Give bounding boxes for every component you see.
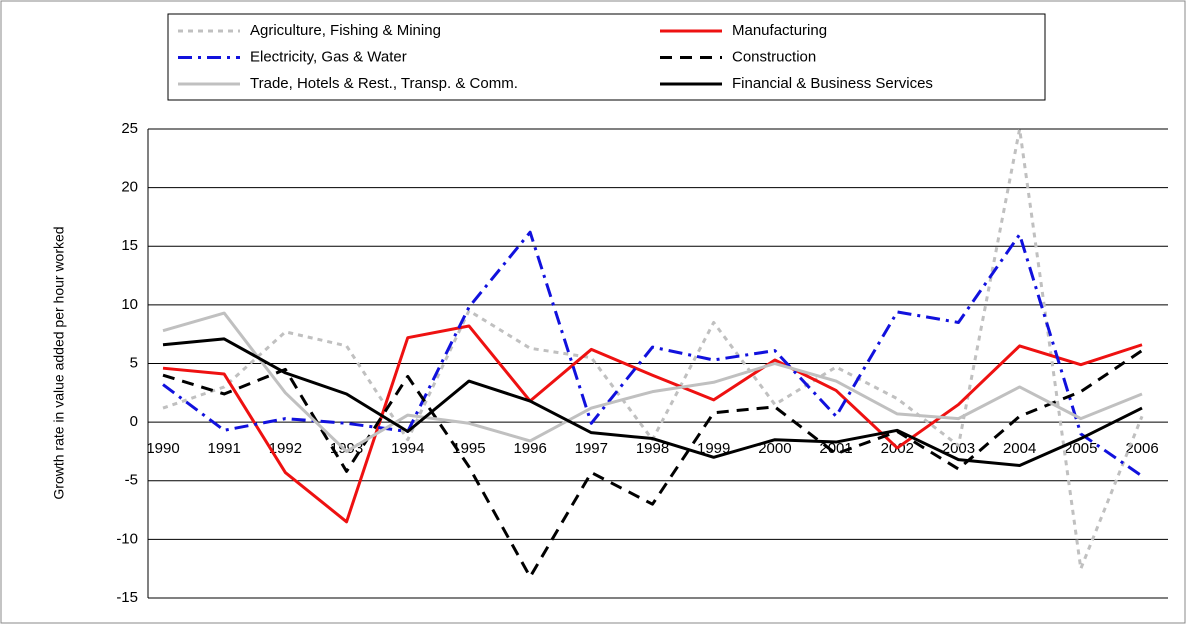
x-tick-label: 1991 [208, 440, 241, 457]
legend-label: Construction [732, 48, 816, 65]
y-tick-label: 0 [130, 413, 138, 430]
y-tick-label: 10 [121, 296, 138, 313]
x-tick-label: 2004 [1003, 440, 1036, 457]
y-tick-label: 15 [121, 237, 138, 254]
x-tick-label: 1990 [146, 440, 179, 457]
x-tick-label: 1998 [636, 440, 669, 457]
x-tick-label: 1992 [269, 440, 302, 457]
series-line [162, 311, 1143, 453]
x-tick-label: 1997 [575, 440, 608, 457]
x-tick-label: 1999 [697, 440, 730, 457]
y-tick-label: 5 [130, 354, 138, 371]
y-tick-label: 20 [121, 179, 138, 196]
series-line [162, 337, 1143, 468]
x-tick-label: 2000 [758, 440, 791, 457]
legend-label: Electricity, Gas & Water [250, 48, 407, 65]
x-tick-label: 1994 [391, 440, 424, 457]
x-tick-label: 2006 [1125, 440, 1158, 457]
series-line [162, 349, 1143, 579]
series-line [162, 324, 1143, 524]
legend-label: Financial & Business Services [732, 75, 933, 92]
legend-label: Trade, Hotels & Rest., Transp. & Comm. [250, 75, 518, 92]
x-tick-label: 2001 [819, 440, 852, 457]
legend-label: Agriculture, Fishing & Mining [250, 22, 441, 39]
x-tick-label: 1996 [513, 440, 546, 457]
x-tick-label: 2005 [1064, 440, 1097, 457]
x-tick-label: 1995 [452, 440, 485, 457]
legend-label: Manufacturing [732, 22, 827, 39]
y-tick-label: -15 [116, 589, 138, 606]
legend-box [167, 13, 1046, 101]
y-tick-label: 25 [121, 120, 138, 137]
x-tick-label: 2003 [942, 440, 975, 457]
y-tick-label: -10 [116, 530, 138, 547]
y-tick-label: -5 [125, 472, 138, 489]
series-line [162, 230, 1143, 478]
y-axis-title: Growth rate in value added per hour work… [51, 226, 67, 499]
